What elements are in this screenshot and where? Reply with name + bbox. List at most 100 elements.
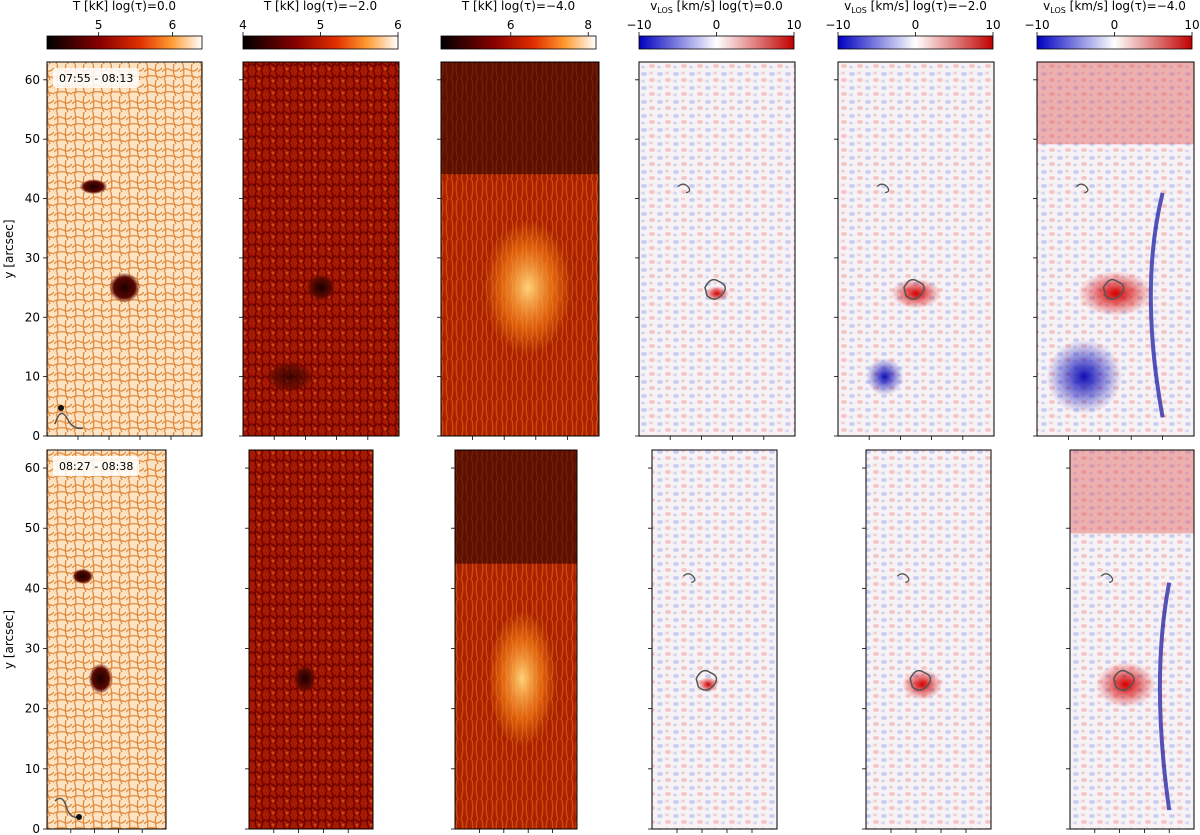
colorbar-tick-label: 10	[786, 18, 801, 32]
y-tick-label: 0	[32, 822, 40, 835]
redshift-patch	[1096, 661, 1156, 708]
y-tick-label: 50	[25, 132, 40, 146]
umbra-contour	[1113, 669, 1135, 691]
colorbar-tick-label: 6	[169, 18, 177, 32]
temperature-map	[243, 62, 399, 436]
colorbar-title: vLOS [km/s] log(τ)=0.0	[650, 0, 783, 15]
map-panel-1-6	[1033, 61, 1195, 440]
umbra-contour	[903, 278, 925, 300]
panel-frame	[1069, 449, 1195, 830]
colorbar-title-subscript: LOS	[657, 6, 673, 15]
y-tick-label: 40	[25, 192, 40, 206]
y-tick-label: 20	[25, 310, 40, 324]
colorbar-6: vLOS [km/s] log(τ)=−4.0 −10 0 10	[1024, 0, 1200, 50]
colorbar-tick-label: −10	[626, 18, 651, 32]
panel-frame	[651, 449, 778, 830]
dark-region	[441, 62, 599, 175]
y-tick-label: 10	[25, 762, 40, 776]
y-tick-label: 10	[25, 370, 40, 384]
blueshift-arc	[1157, 582, 1172, 811]
granulation-map	[47, 450, 166, 829]
colorbar-title-rest: [km/s] log(τ)=−4.0	[1066, 0, 1186, 13]
map-panel-2-1: 0 10 20 30 40 50 60	[25, 449, 167, 835]
y-tick-label: 60	[25, 461, 40, 475]
colorbar-gradient	[638, 35, 795, 50]
map-panel-2-6	[1066, 449, 1195, 833]
redshift-patch	[698, 677, 719, 693]
umbra-contour	[695, 669, 718, 691]
map-panel-2-4	[648, 449, 778, 833]
time-label: 08:27 - 08:38	[59, 460, 133, 473]
colorbar-title-rest: [km/s] log(τ)=0.0	[673, 0, 783, 13]
colorbar-tick-label: 5	[95, 18, 103, 32]
temperature-map	[249, 450, 373, 829]
map-panel-1-1: 0 10 20 30 40 50 60	[25, 61, 203, 443]
sunspot-umbra	[109, 272, 140, 303]
colorbar-title: vLOS [km/s] log(τ)=−2.0	[844, 0, 987, 15]
y-tick-label: 30	[25, 642, 40, 656]
sunspot-umbra	[306, 274, 336, 301]
pore	[79, 179, 108, 195]
panel-frame	[638, 61, 796, 437]
y-tick-label: 0	[32, 429, 40, 443]
panel-rows: 0 10 20 30 40 50 60 07:55 - 08:13 y [arcsec] 0 10 2…	[2, 61, 1195, 835]
umbra-contour	[704, 278, 726, 300]
panel-frame	[837, 61, 995, 437]
colorbar-tick-label: −10	[1024, 18, 1049, 32]
time-label-box	[53, 68, 139, 88]
colorbar-title-subscript: LOS	[1050, 6, 1066, 15]
redshift-patch	[902, 669, 943, 700]
map-panel-1-2	[239, 61, 400, 440]
velocity-map	[866, 450, 991, 829]
time-label: 07:55 - 08:13	[59, 72, 133, 85]
colorbar-tick-label: 0	[713, 18, 721, 32]
sunspot-umbra	[293, 665, 316, 692]
panel-frame	[46, 61, 203, 437]
colorbars: T [kK] log(τ)=0.0 5 6 T [kK] log(τ)=−2.0 4 5 6…	[46, 0, 1200, 50]
velocity-map	[639, 62, 795, 436]
panel-frame	[248, 449, 374, 830]
redshift-patch	[704, 286, 730, 302]
colorbar-4: vLOS [km/s] log(τ)=0.0 −10 0 10	[626, 0, 802, 50]
redshift-region	[1070, 450, 1194, 534]
map-panel-1-4	[635, 61, 796, 440]
redshift-patch	[1077, 271, 1154, 317]
colorbar-2: T [kK] log(τ)=−2.0 4 5 6	[239, 0, 402, 50]
colorbar-5: vLOS [km/s] log(τ)=−2.0 −10 0 10	[825, 0, 1001, 50]
colorbar-tick-label: 10	[1184, 18, 1199, 32]
map-panel-1-3	[437, 61, 600, 440]
colorbar-tick-label: 0	[912, 18, 920, 32]
pore	[71, 568, 94, 584]
umbra-contour	[1102, 278, 1125, 300]
colorbar-tick-label: 6	[394, 18, 402, 32]
redshift-region	[1037, 62, 1194, 145]
pore-contour	[876, 183, 890, 194]
panel-frame	[865, 449, 992, 830]
pore-contour	[677, 183, 691, 194]
blueshift-patch	[866, 357, 904, 396]
redshift-patch	[891, 278, 941, 309]
colorbar-tick-label: 8	[584, 18, 592, 32]
colorbar-tick-label: 6	[507, 18, 515, 32]
velocity-map	[1070, 450, 1194, 829]
granulation-map	[47, 62, 202, 436]
y-tick-label: 30	[25, 251, 40, 265]
colorbar-tick-label: 5	[317, 18, 325, 32]
colorbar-gradient	[837, 35, 994, 50]
colorbar-tick-label: 10	[985, 18, 1000, 32]
dark-region	[455, 450, 577, 564]
panel-frame	[454, 449, 578, 830]
colorbar-title: T [kK] log(τ)=−4.0	[461, 0, 575, 13]
map-panel-2-2	[245, 449, 374, 833]
colorbar-title-rest: [km/s] log(τ)=−2.0	[867, 0, 987, 13]
pore-contour	[896, 573, 910, 583]
orientation-dot	[76, 814, 82, 820]
colorbar-tick-label: 0	[1111, 18, 1119, 32]
bright-plage	[483, 220, 573, 355]
panel-row-1: 0 10 20 30 40 50 60 07:55 - 08:13 y [arcsec]	[2, 61, 1195, 443]
panel-row-2: 0 10 20 30 40 50 60 08:27 - 08:38 y [arcsec]	[2, 449, 1195, 835]
colorbar-tick-label: 4	[239, 18, 247, 32]
panel-frame	[440, 61, 600, 437]
sunspot-umbra	[88, 663, 113, 694]
